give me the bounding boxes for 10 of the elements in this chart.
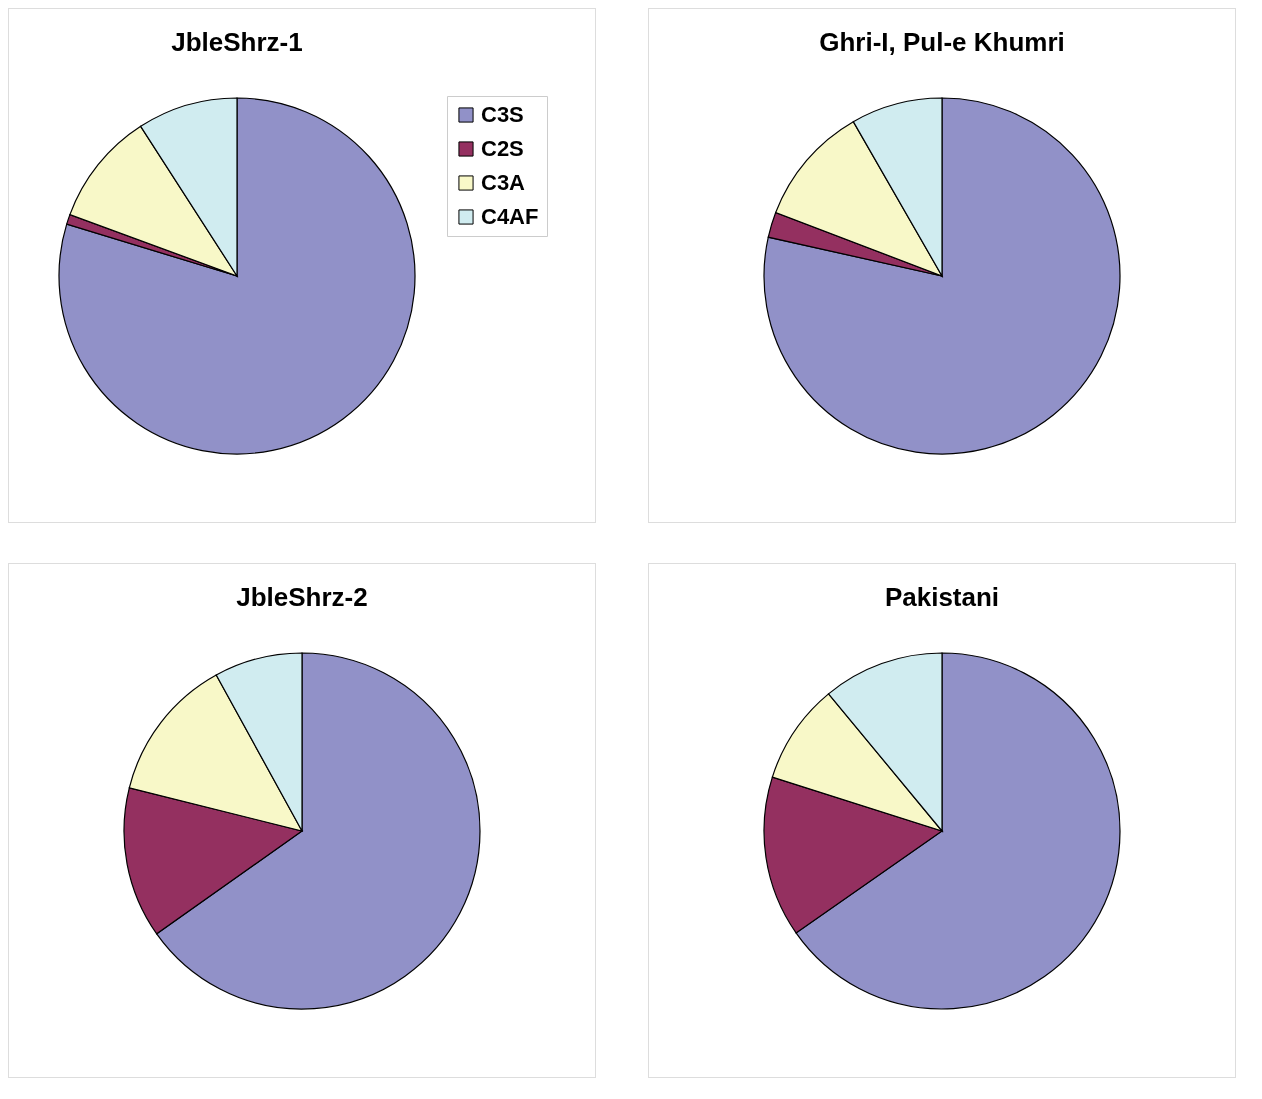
chart-title: JbleShrz-1	[171, 26, 303, 57]
pie-slice	[763, 97, 1121, 455]
legend-label: C4AF	[481, 204, 539, 229]
chart-title: Pakistani	[884, 581, 1000, 612]
chart-title: Ghri-I, Pul-e Khumri	[819, 26, 1065, 57]
chart-title: JbleShrz-2	[236, 581, 368, 612]
legend-label: C3A	[481, 170, 526, 195]
legend-label: C3S	[481, 102, 524, 127]
legend-label: C2S	[481, 136, 524, 161]
pie-slice	[58, 97, 416, 455]
